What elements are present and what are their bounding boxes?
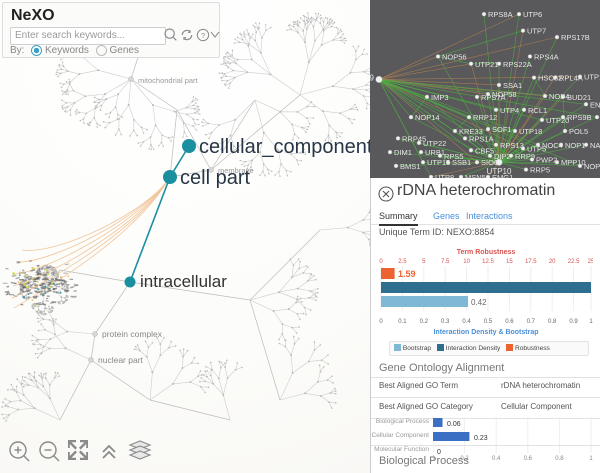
svg-text:0.4: 0.4 [492,456,501,461]
svg-text:RPS8A: RPS8A [488,10,513,19]
svg-text:UTP10: UTP10 [487,167,512,176]
svg-text:CBF5: CBF5 [475,146,494,155]
svg-text:0.6: 0.6 [524,456,533,461]
svg-text:IMP3: IMP3 [431,93,449,102]
svg-text:22.5: 22.5 [568,259,580,265]
svg-text:0.42: 0.42 [471,298,487,307]
svg-text:RRP12: RRP12 [473,113,497,122]
svg-text:mitochondrial part: mitochondrial part [138,76,199,85]
svg-text:10: 10 [463,259,470,265]
svg-text:RPS22A: RPS22A [503,60,532,69]
svg-text:NAN1: NAN1 [590,141,600,150]
svg-text:HSC82: HSC82 [538,74,562,83]
svg-text:NOP58: NOP58 [492,90,517,99]
svg-text:MSN5: MSN5 [465,173,486,178]
svg-text:intracellular: intracellular [140,272,227,291]
svg-text:0: 0 [379,319,383,325]
svg-text:RRP5: RRP5 [530,166,550,175]
svg-text:RPS9B: RPS9B [567,113,592,122]
svg-text:0.06: 0.06 [447,421,461,428]
svg-text:12.5: 12.5 [482,259,494,265]
svg-text:RPS13: RPS13 [500,141,524,150]
svg-text:UTP13: UTP13 [584,73,600,82]
svg-text:1: 1 [589,456,593,461]
svg-text:cell part: cell part [180,167,250,189]
svg-text:0.8: 0.8 [548,319,557,325]
svg-text:ENP1: ENP1 [590,100,600,109]
svg-text:DIP2: DIP2 [494,152,511,161]
svg-text:0.3: 0.3 [441,319,450,325]
svg-text:25: 25 [588,259,593,265]
svg-text:SOF1: SOF1 [492,125,512,134]
svg-text:NOC4: NOC4 [542,141,563,150]
svg-text:RPL4A: RPL4A [559,74,583,83]
svg-text:1: 1 [589,319,593,325]
svg-text:0.23: 0.23 [474,435,488,442]
svg-text:0.5: 0.5 [484,319,493,325]
svg-text:nuclear part: nuclear part [98,355,144,365]
svg-text:0.6: 0.6 [505,319,514,325]
svg-text:UTP22: UTP22 [423,139,446,148]
svg-text:UTP20: UTP20 [546,116,569,125]
svg-text:1.59: 1.59 [398,269,416,279]
svg-text:0.7: 0.7 [527,319,536,325]
svg-text:0.8: 0.8 [555,456,564,461]
svg-text:NOP14: NOP14 [415,113,440,122]
svg-text:17.5: 17.5 [525,259,537,265]
svg-text:0.1: 0.1 [398,319,407,325]
svg-text:DIM1: DIM1 [394,148,412,157]
svg-text:RPS1A: RPS1A [469,134,494,143]
svg-text:0: 0 [379,259,383,265]
svg-text:RPS4A: RPS4A [534,52,559,61]
svg-text:POL5: POL5 [569,127,588,136]
svg-text:UTP21: UTP21 [475,60,498,69]
svg-text:NOP1: NOP1 [565,141,585,150]
svg-text:7.5: 7.5 [441,259,450,265]
svg-text:RPS17B: RPS17B [561,33,590,42]
svg-text:URB1: URB1 [425,148,445,157]
svg-text:protein complex: protein complex [102,329,163,339]
svg-text:UTP4: UTP4 [500,106,519,115]
svg-text:PWP2: PWP2 [536,155,557,164]
svg-text:BMS1: BMS1 [400,162,420,171]
svg-text:RCL1: RCL1 [528,106,547,115]
svg-text:UTP9: UTP9 [370,73,375,82]
svg-text:2.5: 2.5 [398,259,407,265]
svg-text:BUD21: BUD21 [567,93,591,102]
svg-text:20: 20 [549,259,556,265]
svg-text:UTP7: UTP7 [527,27,546,36]
svg-text:UTP6: UTP6 [523,10,542,19]
svg-text:NOP6: NOP6 [584,162,600,171]
svg-text:SSB1: SSB1 [452,158,471,167]
svg-text:5: 5 [422,259,426,265]
svg-text:SSA1: SSA1 [503,81,522,90]
svg-text:cellular_component: cellular_component [199,136,370,158]
svg-text:15: 15 [506,259,513,265]
svg-text:MPP10: MPP10 [561,158,586,167]
svg-text:0.9: 0.9 [569,319,578,325]
svg-text:0.2: 0.2 [420,319,429,325]
svg-text:0.4: 0.4 [462,319,471,325]
svg-text:NOP56: NOP56 [442,52,467,61]
svg-text:UTP18: UTP18 [519,127,542,136]
svg-text:UTP8: UTP8 [435,173,454,178]
